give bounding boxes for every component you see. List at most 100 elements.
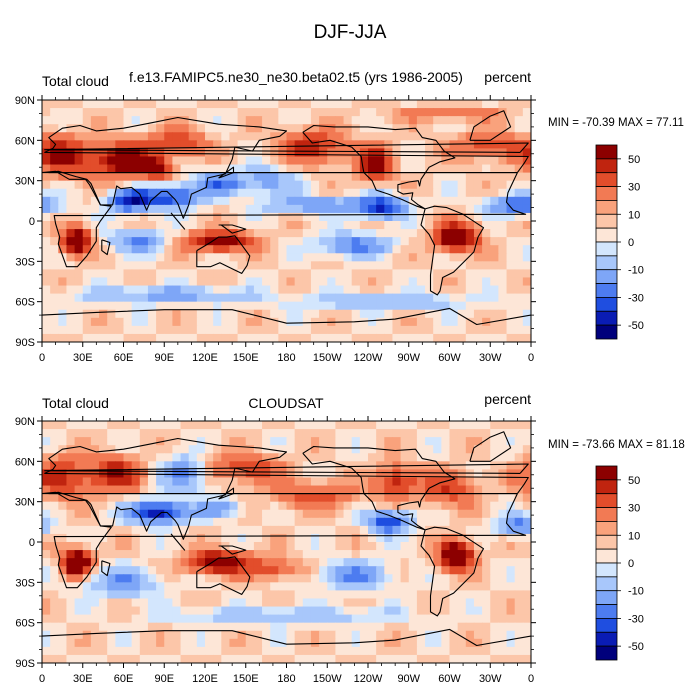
data-cell [482, 485, 491, 495]
data-cell [376, 164, 385, 174]
data-cell [433, 261, 442, 270]
coastline [218, 545, 247, 555]
data-cell [164, 485, 173, 495]
data-cell [147, 100, 157, 109]
data-cell [156, 469, 165, 479]
data-cell [115, 525, 125, 535]
data-cell [278, 517, 288, 527]
data-cell [473, 509, 483, 519]
data-cell [482, 461, 491, 470]
data-cell [99, 558, 108, 567]
data-cell [327, 221, 336, 230]
data-cell [107, 309, 116, 319]
data-cell [237, 156, 247, 166]
data-cell [522, 654, 531, 663]
data-cell [131, 429, 141, 438]
data-cell [205, 574, 214, 583]
data-cell [245, 253, 255, 262]
data-cell [99, 445, 108, 454]
data-cell [172, 309, 182, 319]
data-cell [262, 277, 271, 287]
data-cell [319, 204, 328, 214]
colorbar-label: 50 [628, 154, 640, 166]
data-cell [188, 221, 198, 230]
data-cell [237, 542, 247, 551]
data-cell [188, 285, 198, 295]
data-cell [50, 100, 59, 109]
colorbar-swatch [595, 255, 618, 271]
data-cell [66, 517, 76, 527]
data-cell [416, 261, 426, 270]
data-cell [498, 421, 508, 430]
data-cell [351, 614, 361, 624]
data-cell [449, 445, 459, 454]
data-cell [156, 237, 165, 246]
data-cell [50, 590, 59, 600]
data-cell [490, 124, 499, 133]
data-cell [58, 590, 68, 600]
data-cell [196, 509, 206, 519]
data-cell [99, 204, 108, 214]
data-cell [319, 598, 328, 608]
data-cell [221, 574, 231, 583]
data-cell [368, 622, 377, 632]
data-cell [319, 485, 328, 495]
data-cell [58, 237, 68, 246]
data-cell [319, 277, 328, 287]
data-cell [416, 108, 426, 117]
data-cell [42, 317, 51, 327]
data-cell [237, 574, 247, 583]
data-cell [490, 574, 499, 583]
data-cell [253, 277, 263, 287]
data-cell [139, 212, 149, 222]
data-cell [213, 317, 222, 327]
data-cell [482, 221, 491, 230]
data-cell [90, 654, 100, 663]
data-cell [131, 590, 141, 600]
data-cell [457, 550, 467, 559]
data-cell [278, 172, 288, 182]
data-cell [229, 582, 239, 591]
data-cell [213, 269, 222, 279]
data-cell [482, 293, 491, 303]
data-cell [253, 309, 263, 319]
data-cell [262, 654, 271, 663]
data-cell [351, 533, 361, 543]
data-cell [213, 245, 222, 254]
data-cell [408, 229, 418, 238]
data-cell [131, 638, 141, 648]
data-cell [123, 317, 133, 327]
data-cell [172, 437, 182, 446]
data-cell [245, 108, 255, 117]
data-cell [457, 566, 467, 575]
data-cell [319, 566, 328, 575]
x-tick-label: 90W [397, 352, 420, 364]
data-cell [310, 325, 320, 335]
data-cell [278, 453, 288, 462]
data-cell [506, 180, 516, 190]
data-cell [253, 253, 263, 262]
data-cell [465, 493, 475, 503]
data-cell [457, 100, 467, 109]
data-cell [392, 590, 402, 600]
data-cell [392, 477, 402, 487]
data-cell [270, 172, 279, 182]
data-cell [514, 261, 524, 270]
data-cell [498, 606, 508, 616]
data-cell [82, 654, 92, 663]
data-cell [351, 325, 361, 335]
data-cell [482, 509, 491, 519]
data-cell [351, 461, 361, 470]
data-cell [180, 100, 190, 109]
data-cell [74, 156, 84, 166]
data-cell [278, 285, 288, 295]
data-cell [473, 196, 483, 206]
data-cell [359, 116, 369, 125]
data-cell [359, 269, 369, 279]
data-cell [286, 309, 296, 319]
data-cell [319, 325, 328, 335]
data-cell [115, 180, 125, 190]
data-cell [490, 196, 499, 206]
data-cell [441, 590, 451, 600]
data-cell [335, 558, 345, 567]
